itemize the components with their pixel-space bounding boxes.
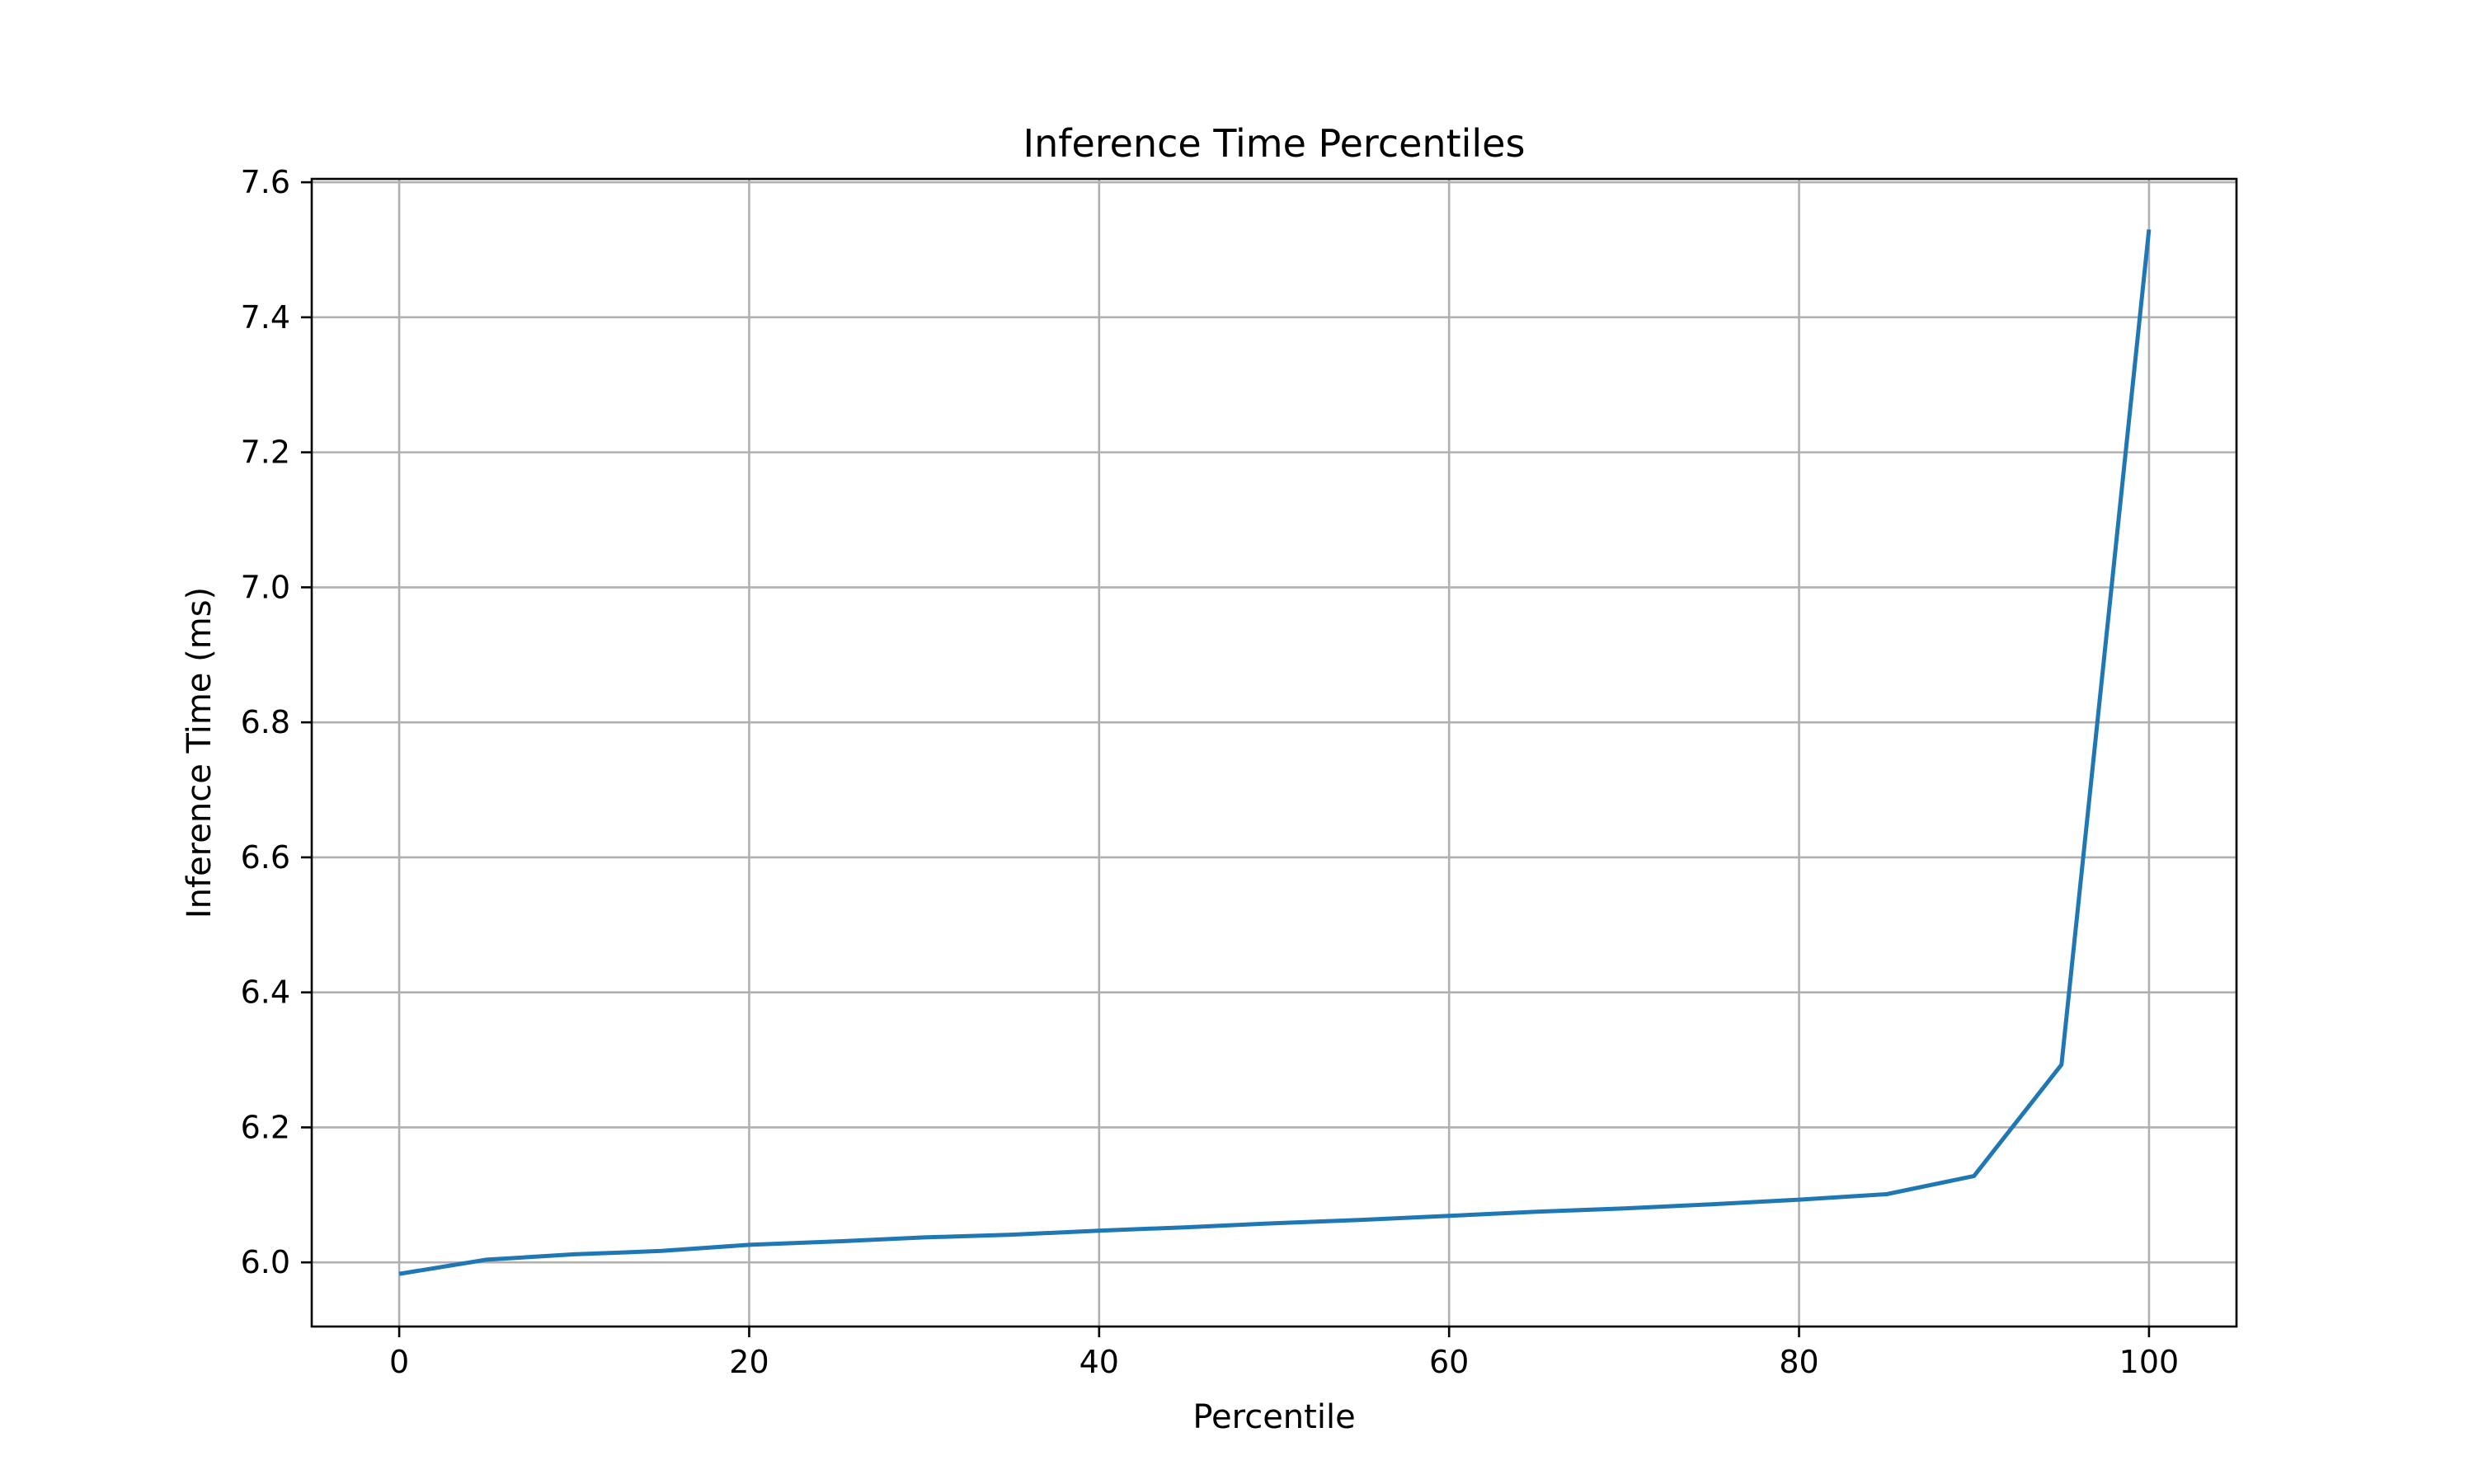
series-layer: [398, 229, 2152, 1276]
y-tick-label: 6.4: [241, 974, 290, 1011]
y-tick-label: 6.8: [241, 704, 290, 740]
y-tick-label: 7.6: [241, 164, 290, 200]
grid-lines: [312, 179, 2236, 1327]
x-axis-label: Percentile: [1192, 1398, 1355, 1436]
x-tick-label: 80: [1779, 1344, 1818, 1380]
y-tick-label: 6.6: [241, 839, 290, 876]
y-axis-label: Inference Time (ms): [181, 587, 219, 918]
plot-area-frame: [310, 177, 2238, 1328]
axis-ticks: 0 20 40 60 80 100 6.0 6.2 6.4 6.6 6.8 7.0 7.2 7.4 7.6: [241, 164, 2180, 1380]
x-tick-label: 40: [1079, 1344, 1119, 1380]
x-tick-label: 0: [389, 1344, 409, 1380]
y-tick-label: 7.2: [241, 434, 290, 471]
chart-title: Inference Time Percentiles: [1023, 121, 1526, 166]
y-tick-label: 6.0: [241, 1244, 290, 1280]
y-tick-label: 7.4: [241, 299, 290, 336]
y-tick-label: 7.0: [241, 569, 290, 605]
x-tick-label: 100: [2119, 1344, 2180, 1380]
y-tick-label: 6.2: [241, 1109, 290, 1145]
x-tick-label: 20: [729, 1344, 769, 1380]
series-line-0: [398, 229, 2152, 1276]
x-tick-label: 60: [1429, 1344, 1469, 1380]
